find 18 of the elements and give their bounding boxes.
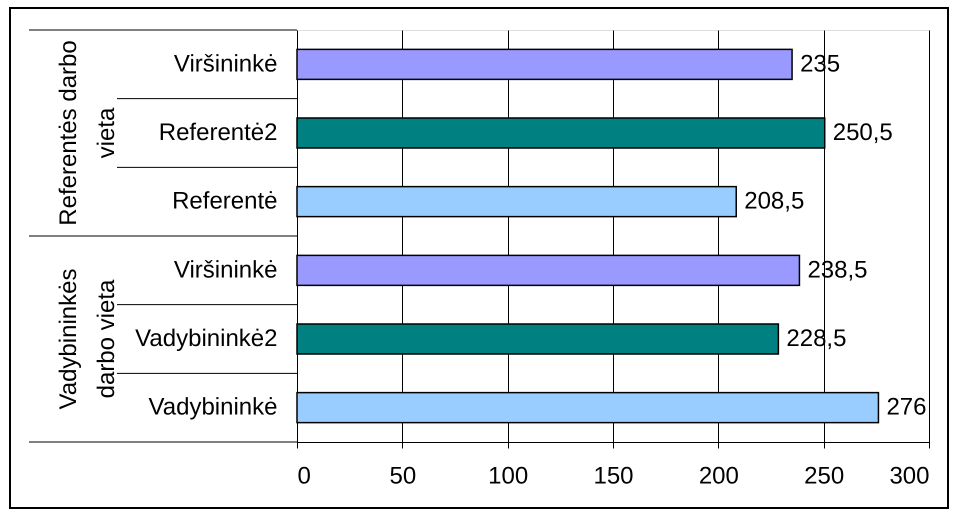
data-label: 208,5 <box>744 188 804 215</box>
y-tick-label: Referentė2 <box>158 119 278 146</box>
y-tick-label: Referentė <box>172 188 278 215</box>
text: Referentės darbo vieta <box>55 40 120 226</box>
x-tick-label: 100 <box>488 462 528 490</box>
y-tick-label: Vadybininkė <box>148 394 278 421</box>
x-tick-label: 200 <box>698 462 739 490</box>
x-tick-label: 0 <box>298 462 311 490</box>
x-tick-label: 150 <box>593 462 634 490</box>
y-tick-label: Viršininkė <box>174 50 278 78</box>
x-tick-label: 250 <box>804 462 844 490</box>
data-label: 276 <box>886 394 926 421</box>
data-label: 250,5 <box>832 119 893 146</box>
text: Vadybininkės darbo vieta <box>55 268 120 410</box>
x-tick-label: 50 <box>389 462 416 490</box>
y-tick-label: Viršininkė <box>174 256 278 284</box>
x-tick-label: 300 <box>889 462 930 490</box>
y-tick-label: Vadybininkė2 <box>135 325 278 352</box>
